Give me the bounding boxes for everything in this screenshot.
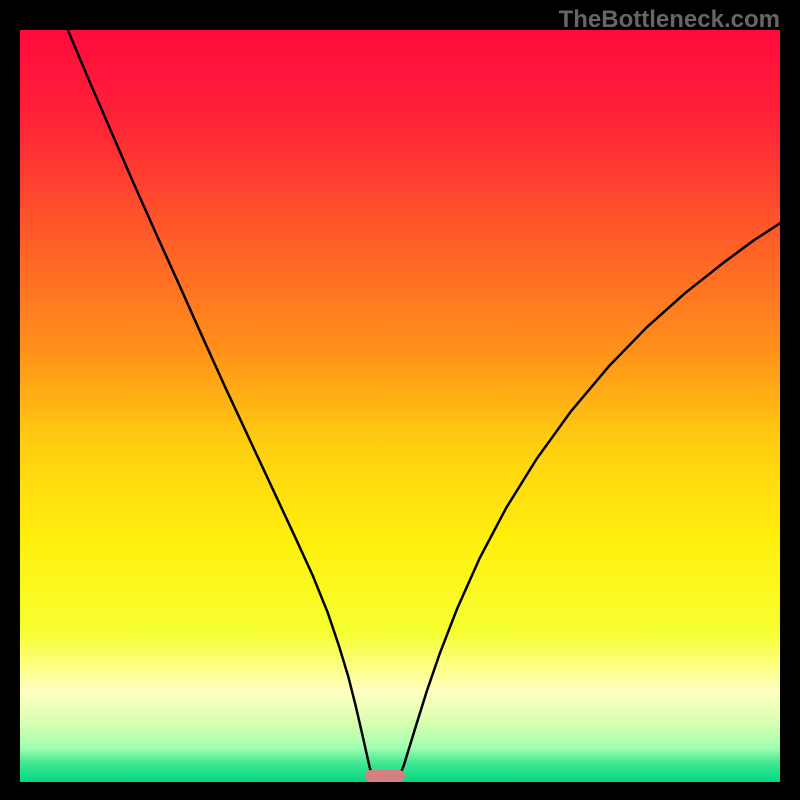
chart-svg [0,0,800,800]
baseline-marker [365,770,405,782]
chart-frame: TheBottleneck.com [0,0,800,800]
gradient-background [20,30,780,782]
watermark-text: TheBottleneck.com [559,6,780,34]
